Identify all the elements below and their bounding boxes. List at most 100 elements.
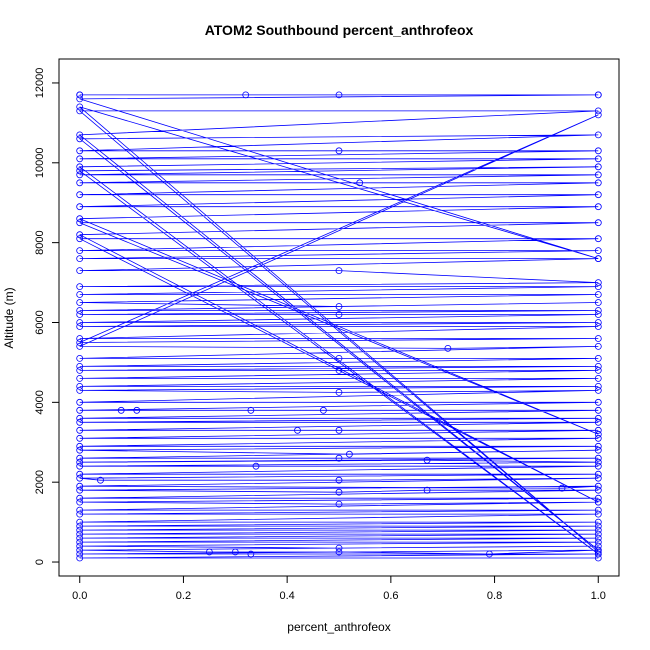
x-tick-label: 0.4: [279, 590, 294, 602]
data-point: [252, 462, 260, 470]
data-point: [594, 131, 602, 139]
data-point: [76, 167, 84, 175]
data-point: [594, 219, 602, 227]
data-point: [335, 303, 343, 310]
data-point: [247, 406, 255, 414]
data-point: [76, 335, 84, 342]
data-point: [76, 147, 84, 155]
data-point: [594, 526, 602, 534]
data-point: [335, 91, 343, 99]
data-point: [97, 476, 104, 484]
data-point: [335, 476, 343, 484]
data-point: [594, 107, 602, 115]
data-point: [76, 446, 84, 454]
data-point: [76, 299, 84, 306]
data-point: [76, 474, 84, 482]
data-point: [76, 179, 84, 187]
data-point: [594, 279, 602, 287]
data-point: [242, 91, 250, 99]
x-tick-label: 0.6: [383, 590, 398, 602]
data-point: [76, 498, 84, 506]
data-point: [335, 354, 343, 362]
x-axis: 0.0 0.2 0.4 0.6 0.8 1.0: [72, 575, 606, 602]
data-point: [594, 323, 602, 330]
data-point: [594, 446, 602, 454]
data-point: [76, 311, 84, 318]
data-point: [594, 554, 602, 562]
data-point: [335, 488, 343, 496]
data-point: [76, 454, 84, 462]
data-point: [594, 486, 602, 494]
data-point: [594, 418, 602, 426]
data-point: [594, 406, 602, 414]
y-tick-label: 8000: [34, 230, 46, 254]
data-point: [76, 442, 84, 450]
data-point: [594, 494, 602, 502]
data-point: [76, 538, 84, 546]
data-point: [594, 386, 602, 394]
data-point: [594, 307, 602, 314]
data-point: [76, 494, 84, 502]
data-point: [117, 406, 125, 414]
data-point: [423, 456, 431, 464]
data-point: [594, 374, 602, 382]
data-point: [76, 470, 84, 478]
y-tick-label: 2000: [34, 470, 46, 494]
data-point: [594, 291, 602, 298]
data-point: [76, 386, 84, 394]
data-point: [133, 406, 141, 414]
data-point: [335, 366, 343, 374]
chart-title: ATOM2 Southbound percent_anthrofeox: [205, 22, 474, 38]
data-point: [335, 544, 343, 552]
data-point: [76, 530, 84, 538]
data-point: [76, 107, 84, 115]
data-point: [76, 307, 84, 314]
data-point: [594, 163, 602, 171]
data-point: [558, 484, 566, 492]
data-point: [76, 291, 84, 298]
data-point: [76, 342, 84, 350]
y-tick-label: 10000: [34, 148, 46, 179]
data-point: [594, 462, 602, 470]
data-point: [76, 434, 84, 442]
data-point: [76, 510, 84, 518]
data-point: [594, 382, 602, 390]
data-point: [594, 474, 602, 482]
data-point: [76, 215, 84, 223]
data-point: [76, 267, 84, 275]
data-point: [594, 546, 602, 554]
data-point: [335, 500, 343, 508]
data-point: [76, 131, 84, 139]
x-tick-label: 0.8: [487, 590, 502, 602]
data-point: [76, 155, 84, 163]
data-point: [76, 542, 84, 550]
data-point: [423, 486, 431, 494]
data-point: [76, 91, 84, 99]
y-tick-label: 12000: [34, 68, 46, 99]
x-tick-label: 0.2: [176, 590, 191, 602]
data-point: [594, 354, 602, 362]
data-point: [594, 542, 602, 550]
data-point: [76, 554, 84, 562]
data-point: [76, 462, 84, 470]
data-point: [76, 362, 84, 370]
data-point: [76, 382, 84, 390]
data-point: [594, 147, 602, 155]
data-point: [594, 191, 602, 199]
data-point: [594, 366, 602, 374]
data-point: [335, 454, 343, 462]
data-point: [76, 546, 84, 554]
data-point: [76, 406, 84, 414]
data-point: [594, 518, 602, 526]
data-point: [76, 255, 84, 263]
data-point: [594, 430, 602, 438]
data-point: [594, 235, 602, 243]
data-point: [76, 323, 84, 330]
data-point: [76, 235, 84, 243]
y-tick-label: 0: [34, 559, 46, 565]
data-point: [319, 406, 327, 414]
x-tick-label: 0.0: [72, 590, 87, 602]
data-point: [356, 179, 364, 187]
data-point: [247, 550, 255, 558]
data-point: [76, 414, 84, 422]
